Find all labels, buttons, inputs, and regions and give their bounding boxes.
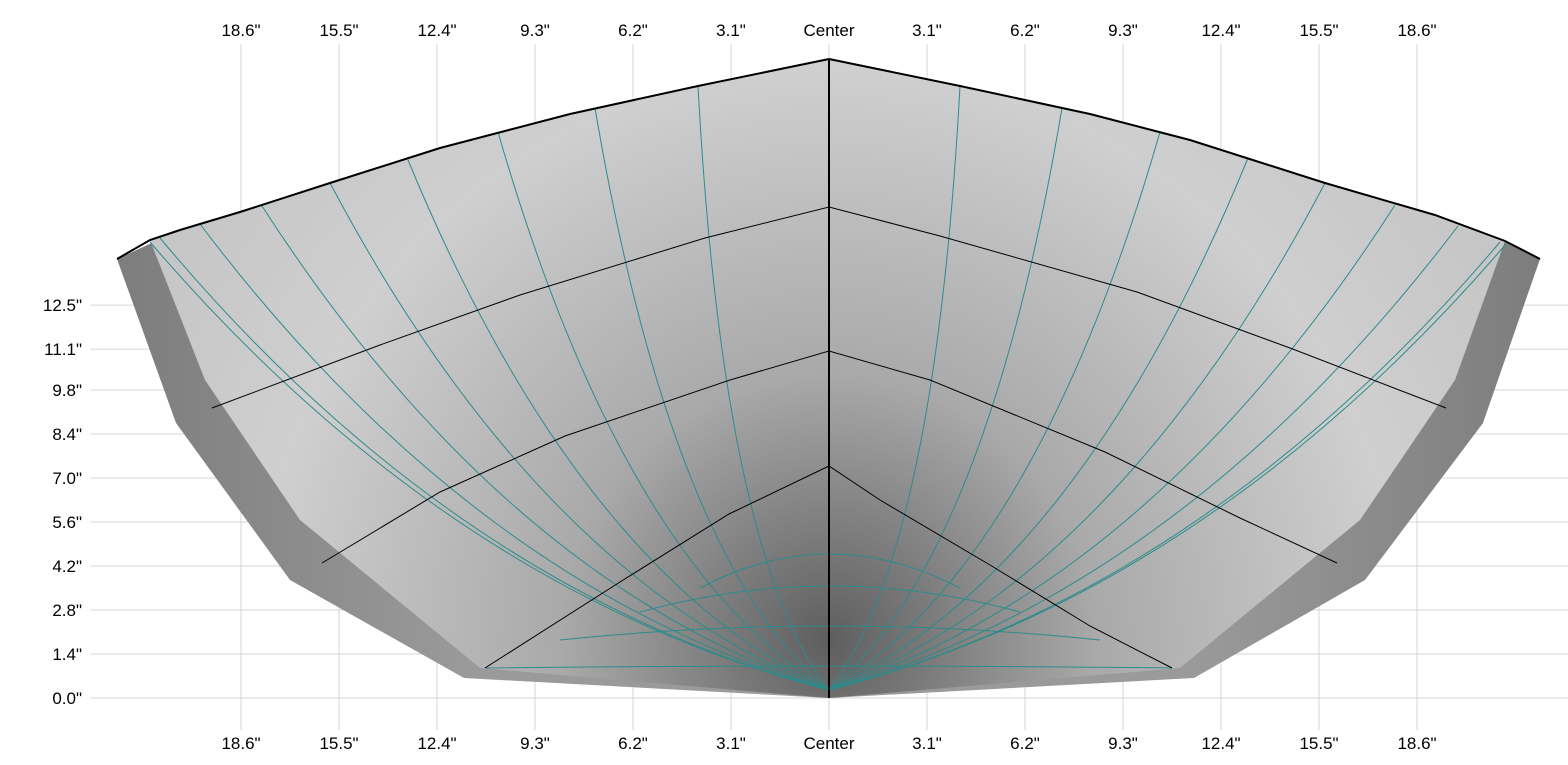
hull-rib-line	[828, 225, 1459, 691]
y-tick-label: 2.8"	[52, 601, 82, 620]
y-tick-label: 0.0"	[52, 689, 82, 708]
x-tick-label-top: 3.1"	[912, 21, 942, 40]
x-tick-label-top: Center	[803, 21, 854, 40]
x-tick-label-top: 9.3"	[1108, 21, 1138, 40]
hull-rib-line	[149, 241, 830, 691]
x-tick-label-bottom: 15.5"	[1299, 734, 1338, 753]
x-tick-label-bottom: 9.3"	[520, 734, 550, 753]
sheer-line-right	[828, 58, 1541, 260]
hull-rib-line	[697, 85, 830, 691]
x-tick-label-bottom: 3.1"	[912, 734, 942, 753]
x-axis-labels-bottom: 18.6" 15.5" 12.4" 9.3" 6.2" 3.1" Center 3.1" 6.2…	[221, 734, 1436, 753]
x-tick-label-top: 15.5"	[1299, 21, 1338, 40]
hull-rib-line	[497, 131, 830, 691]
y-tick-label: 7.0"	[52, 469, 82, 488]
hull-rib-line	[828, 204, 1396, 691]
x-tick-label-bottom: Center	[803, 734, 854, 753]
hull-rib-line	[828, 157, 1249, 691]
hull-rib-line	[828, 182, 1326, 691]
x-tick-label-top: 18.6"	[221, 21, 260, 40]
x-tick-label-bottom: 6.2"	[618, 734, 648, 753]
x-tick-label-top: 15.5"	[319, 21, 358, 40]
hull-inner-surface	[150, 59, 1505, 698]
hull-rib-line	[828, 85, 961, 691]
x-tick-label-bottom: 3.1"	[716, 734, 746, 753]
y-tick-label: 8.4"	[52, 425, 82, 444]
hull-rib-line	[828, 131, 1161, 691]
hull-rib-line	[594, 107, 830, 691]
y-tick-label: 12.5"	[43, 296, 82, 315]
hull-rib-line	[261, 205, 830, 691]
x-tick-label-top: 6.2"	[1010, 21, 1040, 40]
station-line	[484, 465, 1173, 669]
x-tick-label-bottom: 9.3"	[1108, 734, 1138, 753]
hull-rib-line	[199, 223, 830, 691]
y-tick-label: 4.2"	[52, 557, 82, 576]
x-tick-label-bottom: 15.5"	[319, 734, 358, 753]
y-axis-labels: 0.0" 1.4" 2.8" 4.2" 5.6" 7.0" 8.4" 9.8" 11.1" 12.…	[43, 296, 82, 708]
x-tick-label-top: 12.4"	[1201, 21, 1240, 40]
x-tick-label-bottom: 6.2"	[1010, 734, 1040, 753]
x-tick-label-bottom: 18.6"	[221, 734, 260, 753]
hull-rib-line	[828, 107, 1063, 691]
hull-rib-line	[828, 243, 1507, 691]
x-tick-label-bottom: 18.6"	[1397, 734, 1436, 753]
hull-rib-line	[329, 182, 830, 691]
x-axis-labels-top: 18.6" 15.5" 12.4" 9.3" 6.2" 3.1" Center 3.1" 6.2…	[221, 21, 1436, 40]
y-tick-label: 1.4"	[52, 645, 82, 664]
hull-rib-line	[407, 159, 830, 691]
x-tick-label-bottom: 12.4"	[1201, 734, 1240, 753]
x-tick-label-top: 9.3"	[520, 21, 550, 40]
x-tick-label-top: 3.1"	[716, 21, 746, 40]
x-tick-label-top: 12.4"	[417, 21, 456, 40]
hull-surface	[116, 58, 1541, 698]
y-tick-label: 11.1"	[44, 340, 82, 359]
y-tick-label: 9.8"	[52, 381, 82, 400]
y-tick-label: 5.6"	[52, 513, 82, 532]
x-tick-label-bottom: 12.4"	[417, 734, 456, 753]
hull-rib-line	[159, 237, 830, 691]
sheer-line-left	[116, 58, 830, 260]
x-tick-label-top: 18.6"	[1397, 21, 1436, 40]
x-tick-label-top: 6.2"	[618, 21, 648, 40]
